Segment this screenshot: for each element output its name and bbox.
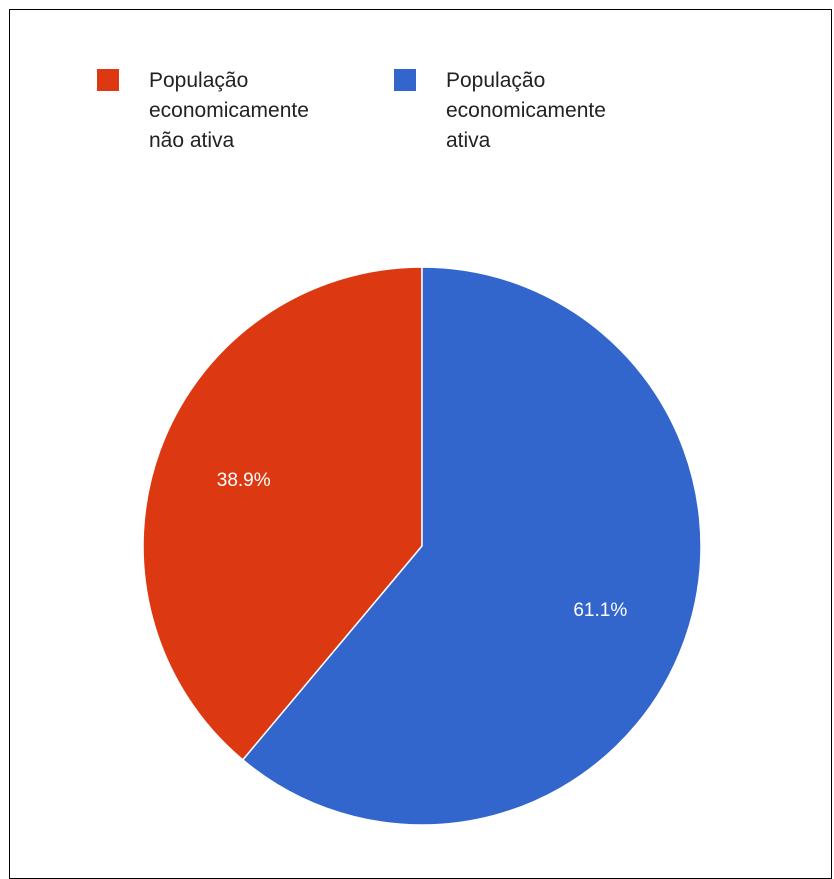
legend-item-nao-ativa[interactable]: População economicamente não ativa bbox=[97, 66, 309, 156]
legend-label-ativa: População economicamente ativa bbox=[446, 69, 606, 152]
legend-swatch-ativa bbox=[394, 69, 416, 91]
pie-slice-0[interactable] bbox=[142, 266, 423, 761]
legend-label-nao-ativa: População economicamente não ativa bbox=[149, 69, 309, 152]
legend-swatch-nao-ativa bbox=[97, 69, 119, 91]
pie-data-label-0: 38.9% bbox=[217, 470, 271, 491]
pie-slice-1[interactable] bbox=[241, 266, 702, 826]
pie-data-label-1: 61.1% bbox=[573, 600, 627, 621]
legend-item-ativa[interactable]: População economicamente ativa bbox=[394, 66, 606, 156]
